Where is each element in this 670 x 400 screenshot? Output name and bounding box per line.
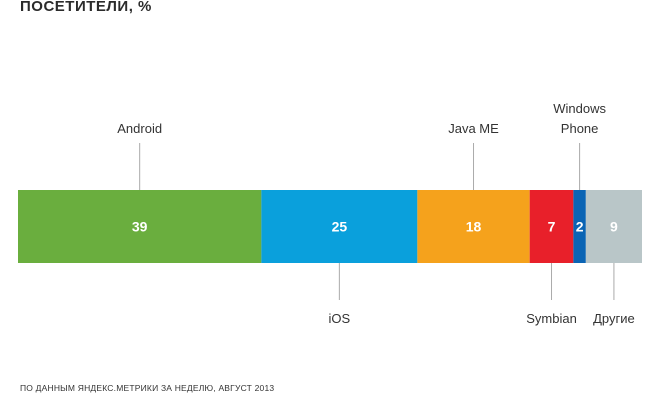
bar-segment-symbian (529, 190, 574, 263)
category-label-windows-phone: Phone (561, 121, 599, 136)
data-label-android: 39 (132, 219, 148, 235)
bar-segment-android (18, 190, 262, 263)
data-label-java-me: 18 (466, 219, 482, 235)
category-label-android: Android (117, 121, 162, 136)
data-label-windows-phone: 2 (576, 219, 584, 235)
chart-title: ПОСЕТИТЕЛИ, % (20, 0, 152, 15)
data-label-другие: 9 (610, 219, 618, 235)
bar-segment-windows-phone (573, 190, 586, 263)
category-label-windows-phone: Windows (553, 101, 606, 116)
bar-segment-java-me (417, 190, 530, 263)
source-footnote: ПО ДАННЫМ ЯНДЕКС.МЕТРИКИ ЗА НЕДЕЛЮ, АВГУ… (20, 383, 275, 393)
data-label-ios: 25 (332, 219, 348, 235)
category-label-java-me: Java ME (448, 121, 499, 136)
data-label-symbian: 7 (548, 219, 556, 235)
category-label-ios: iOS (329, 311, 351, 326)
category-label-другие: Другие (593, 311, 635, 326)
bar-segment-другие (585, 190, 642, 263)
category-label-symbian: Symbian (526, 311, 577, 326)
bar-segment-ios (261, 190, 418, 263)
